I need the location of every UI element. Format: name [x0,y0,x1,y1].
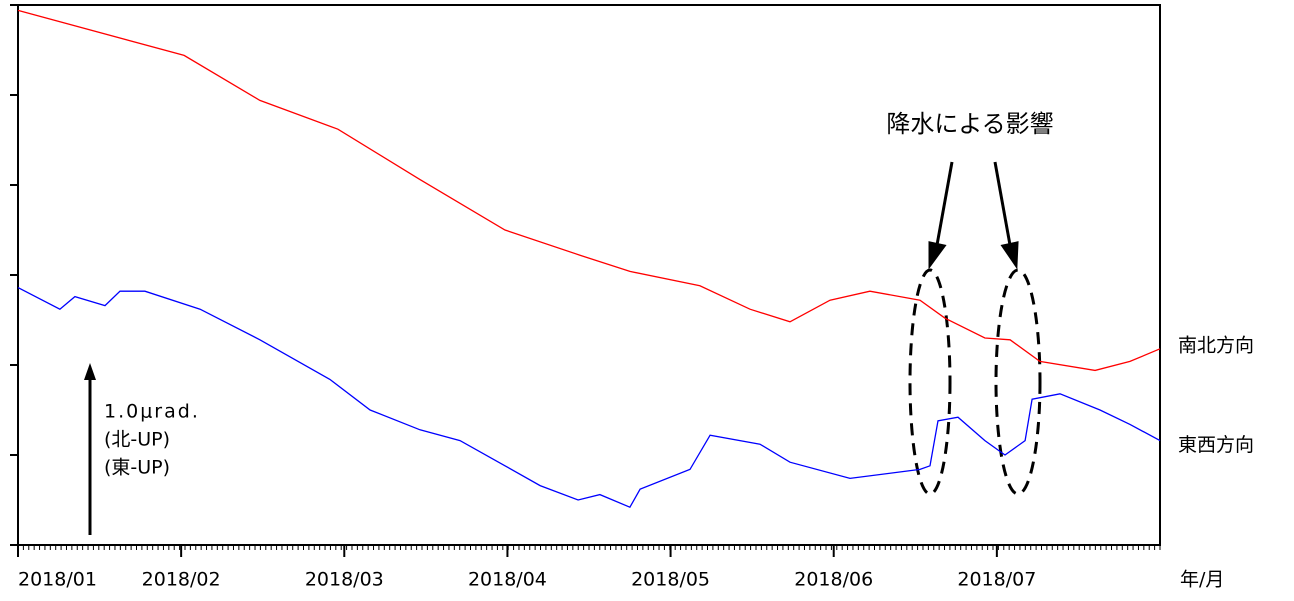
rain-arrows [928,161,1019,270]
x-tick-label: 2018/02 [142,569,221,591]
x-tick-label: 2018/04 [468,569,547,591]
rain-annotation: 降水による影響 [886,110,1053,138]
scale-label: (東-UP) [104,457,170,479]
legend-label: 東西方向 [1178,434,1254,456]
x-tick-label: 2018/06 [794,569,873,591]
scale-label: (北-UP) [104,429,170,451]
scale-arrow [84,363,96,535]
legend-label: 南北方向 [1178,334,1254,356]
scale-label: 1.0μrad. [104,401,200,423]
series-line [17,9,1161,372]
x-tick-label: 2018/07 [957,569,1036,591]
rain-ellipses [908,268,1042,496]
plot-frame [17,4,1161,546]
x-axis-label: 年/月 [1180,569,1224,591]
x-tick-label: 2018/03 [305,569,384,591]
series-line [17,287,1161,509]
x-tick-label: 2018/01 [18,569,97,591]
x-tick-label: 2018/05 [631,569,710,591]
